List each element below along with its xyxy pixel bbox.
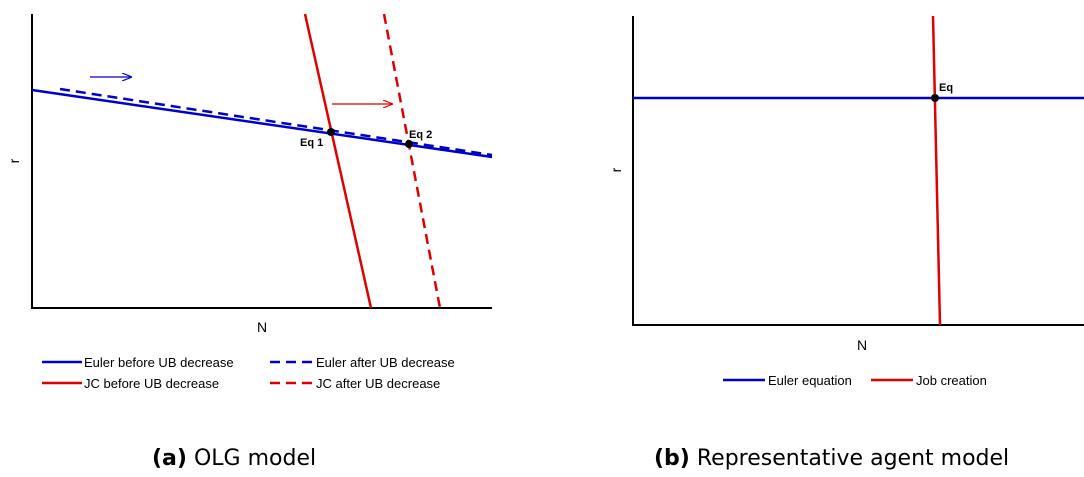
euler-before-line — [31, 88, 493, 159]
panel-b-y-axis-label: r — [608, 167, 624, 172]
panel-b-legend: Euler equation Job creation — [723, 373, 987, 388]
panel-a-y-axis-label: r — [6, 158, 22, 163]
eq2-label: Eq 2 — [409, 129, 432, 141]
panel-a-legend: Euler before UB decrease Euler after UB … — [42, 355, 455, 391]
jc-after-line — [382, 13, 442, 309]
panel-a-caption: (a) OLG model — [152, 446, 316, 471]
job-creation-line — [931, 15, 942, 326]
panel-a-caption-tag: (a) — [152, 446, 187, 471]
eq2-point — [405, 140, 413, 148]
panel-a-caption-text: OLG model — [193, 446, 317, 471]
panel-a-x-axis-label: N — [257, 319, 267, 335]
legend-label-jc-after: JC after UB decrease — [316, 376, 440, 391]
panel-b-x-axis-label: N — [857, 337, 867, 353]
jc-before-line — [303, 13, 373, 309]
panel-b-caption-text: Representative agent model — [696, 446, 1010, 471]
panel-b-caption-tag: (b) — [654, 446, 690, 471]
legend-label-euler-before: Euler before UB decrease — [84, 355, 234, 370]
panel-b-caption: (b) Representative agent model — [654, 446, 1009, 471]
eq-point — [931, 94, 939, 102]
legend-label-jc-before: JC before UB decrease — [84, 376, 219, 391]
legend-label-euler-after: Euler after UB decrease — [316, 355, 455, 370]
panel-a: r N Eq 1 Eq 2 Euler before UB decrease E… — [6, 13, 493, 391]
eq1-label: Eq 1 — [300, 137, 323, 149]
legend-label-euler-equation: Euler equation — [768, 373, 852, 388]
panel-b: r N Eq Euler equation Job creation — [608, 15, 1084, 388]
eq-label: Eq — [939, 82, 953, 94]
euler-after-line — [59, 87, 493, 157]
legend-label-job-creation: Job creation — [916, 373, 987, 388]
eq1-point — [327, 128, 335, 136]
